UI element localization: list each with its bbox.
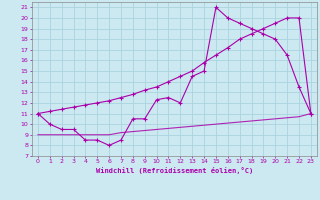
X-axis label: Windchill (Refroidissement éolien,°C): Windchill (Refroidissement éolien,°C) — [96, 167, 253, 174]
